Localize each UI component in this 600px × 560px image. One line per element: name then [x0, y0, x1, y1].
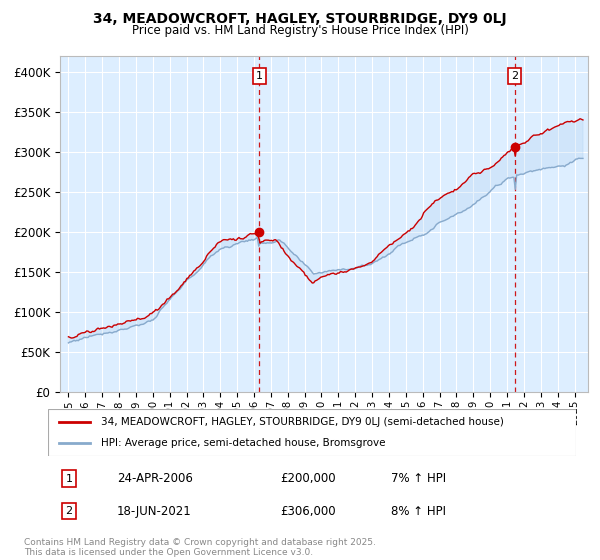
Text: 1: 1 [65, 474, 73, 484]
Text: 24-APR-2006: 24-APR-2006 [116, 472, 193, 485]
Text: Contains HM Land Registry data © Crown copyright and database right 2025.
This d: Contains HM Land Registry data © Crown c… [24, 538, 376, 557]
FancyBboxPatch shape [48, 409, 576, 456]
Text: 7% ↑ HPI: 7% ↑ HPI [391, 472, 446, 485]
Text: £306,000: £306,000 [280, 505, 336, 517]
Text: 1: 1 [256, 71, 263, 81]
Text: £200,000: £200,000 [280, 472, 336, 485]
Text: 34, MEADOWCROFT, HAGLEY, STOURBRIDGE, DY9 0LJ (semi-detached house): 34, MEADOWCROFT, HAGLEY, STOURBRIDGE, DY… [101, 417, 503, 427]
Text: 18-JUN-2021: 18-JUN-2021 [116, 505, 191, 517]
Text: 34, MEADOWCROFT, HAGLEY, STOURBRIDGE, DY9 0LJ: 34, MEADOWCROFT, HAGLEY, STOURBRIDGE, DY… [93, 12, 507, 26]
Text: 8% ↑ HPI: 8% ↑ HPI [391, 505, 446, 517]
Text: 2: 2 [511, 71, 518, 81]
Text: HPI: Average price, semi-detached house, Bromsgrove: HPI: Average price, semi-detached house,… [101, 438, 385, 448]
Text: Price paid vs. HM Land Registry's House Price Index (HPI): Price paid vs. HM Land Registry's House … [131, 24, 469, 37]
Text: 2: 2 [65, 506, 73, 516]
